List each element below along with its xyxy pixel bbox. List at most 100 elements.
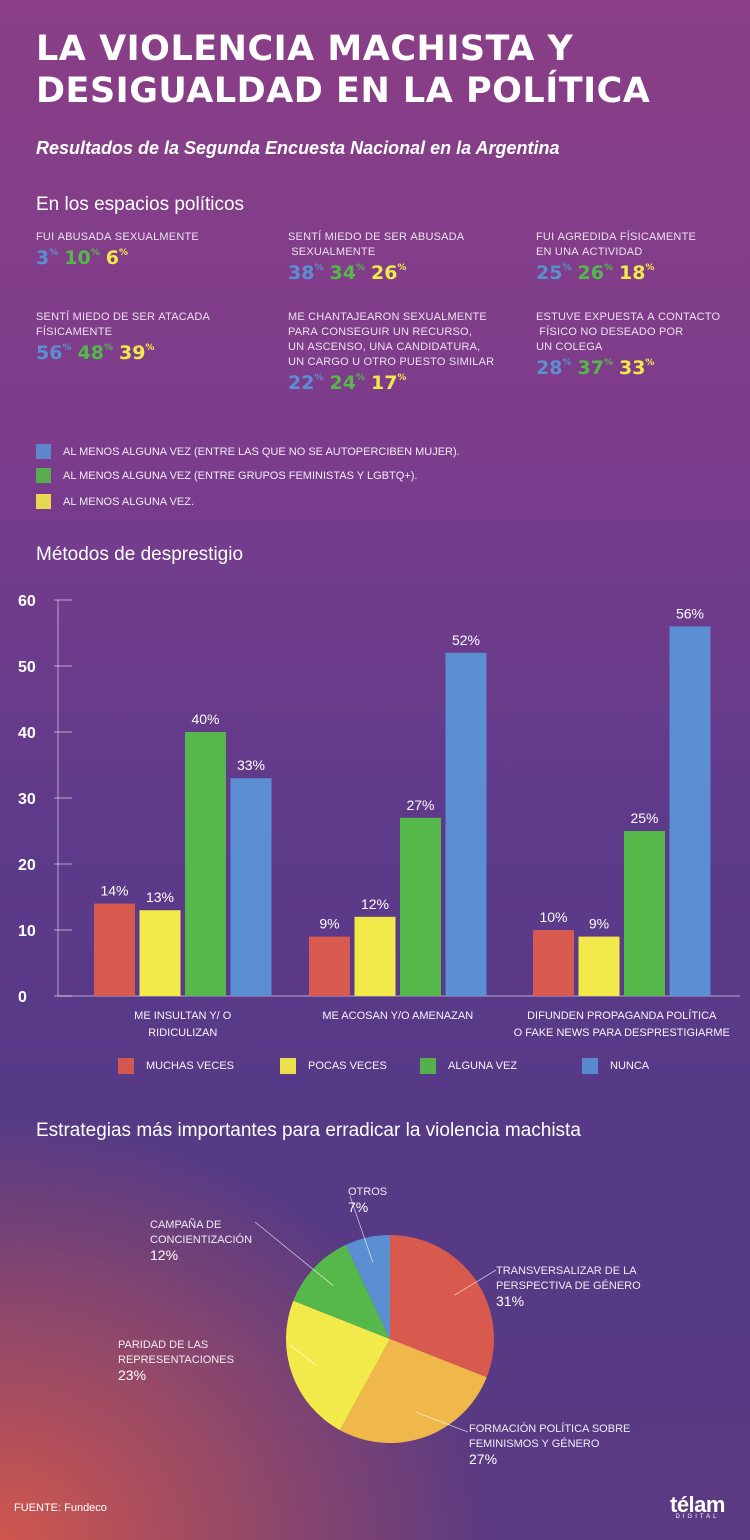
bar [230,778,272,996]
y-tick-label: 40 [18,725,36,742]
stat-block: ME CHANTAJEARON SEXUALMENTE PARA CONSEGUI… [288,310,494,394]
bar [624,831,665,996]
bar [669,626,711,996]
legend-swatch [118,1058,134,1074]
x-category-label: ME ACOSAN Y/O AMENAZAN [322,1010,473,1022]
stat-label: FUI ABUSADA SEXUALMENTE [36,231,199,243]
legend-label: ALGUNA VEZ [448,1060,518,1072]
pie-slice [345,1235,390,1339]
stat-value: 37% [577,357,613,379]
stat-block: FUI ABUSADA SEXUALMENTE 3% 10% 6% [36,230,199,269]
stat-value: 22% [288,372,324,394]
bar [533,930,574,996]
pie-leader-line [416,1412,469,1433]
bar-data-label: 52% [452,632,480,648]
x-category-label: ME INSULTAN Y/ O [134,1010,232,1022]
pie-slice-value: 12% [150,1247,178,1263]
bar-data-label: 13% [146,889,174,905]
y-tick-label: 60 [18,593,36,610]
stat-value: 6% [105,247,129,269]
stat-value: 17% [370,372,407,394]
stat-values: 56% 48% 39% [36,342,210,364]
pie-slice-value: 7% [348,1199,368,1215]
bar [185,732,226,996]
page-title: LA VIOLENCIA MACHISTA Y DESIGUALDAD EN L… [36,29,651,111]
pie-slice [293,1244,390,1339]
bar [309,936,350,996]
page-subtitle: Resultados de la Segunda Encuesta Nacion… [36,138,560,158]
bar-data-label: 40% [191,711,219,727]
stat-value: 18% [618,262,655,284]
stat-values: 28% 37% 33% [536,357,720,379]
x-category-label: RIDICULIZAN [148,1027,217,1039]
bar-data-label: 33% [237,757,265,773]
bar [354,916,396,996]
pie-slice [390,1235,494,1378]
pie-slice [286,1300,390,1431]
pie-leader-line [289,1344,317,1366]
legend-swatch [582,1058,598,1074]
stat-values: 3% 10% 6% [36,247,199,269]
bar-data-label: 10% [539,909,567,925]
y-tick-label: 10 [18,923,36,940]
blue-swatch [36,444,51,459]
stat-values: 22% 24% 17% [288,372,494,394]
stat-value: 28% [536,357,572,379]
pie-slice-value: 31% [496,1293,524,1309]
stat-value: 38% [288,262,324,284]
source-note: FUENTE: Fundeco [14,1502,107,1514]
stat-value: 24% [329,372,365,394]
bar [94,903,135,996]
y-tick-label: 20 [18,857,36,874]
green-swatch [36,468,51,483]
legend-swatch [420,1058,436,1074]
stat-value: 56% [36,342,72,364]
telam-logo: télam DIGITAL [670,1492,725,1520]
stat-label: ME CHANTAJEARON SEXUALMENTE PARA CONSEGUI… [288,311,495,368]
bar-data-label: 14% [100,883,128,899]
bar-data-label: 56% [676,605,704,621]
bar-legend-item: ALGUNA VEZ [420,1058,517,1074]
stat-value: 25% [536,262,572,284]
stat-value: 34% [329,262,365,284]
bar-data-label: 9% [589,916,609,932]
pie-slice-value: 23% [118,1367,146,1383]
bar [400,817,441,996]
stat-value: 10% [64,247,100,269]
bar-legend-item: POCAS VECES [280,1058,387,1074]
y-tick-label: 50 [18,659,36,676]
x-category-label: DIFUNDEN PROPAGANDA POLÍTICA [527,1009,717,1022]
stat-block: FUI AGREDIDA FÍSICAMENTE EN UNA ACTIVIDAD… [536,230,696,284]
pie-slice-label: OTROS [348,1186,387,1198]
section-title-espacios: En los espacios políticos [36,194,245,215]
x-category-label: O FAKE NEWS PARA DESPRESTIGIARME [514,1027,730,1039]
pie-slice-label: PERSPECTIVA DE GÉNERO [496,1279,641,1292]
legend-label: NUNCA [610,1060,650,1072]
stat-label: ESTUVE EXPUESTA A CONTACTO FÍSICO NO DES… [536,311,721,353]
stats-legend-item: AL MENOS ALGUNA VEZ (ENTRE LAS QUE NO SE… [36,444,460,459]
bar-data-label: 27% [406,797,434,813]
legend-label: MUCHAS VECES [146,1060,235,1072]
y-tick-label: 30 [18,791,36,808]
stat-value: 26% [370,262,407,284]
bar-data-label: 9% [319,916,339,932]
pie-slice-label: FEMINISMOS Y GÉNERO [469,1437,600,1450]
pie-leader-line [454,1269,497,1296]
pie-slice-label: CONCIENTIZACIÓN [150,1233,252,1246]
bar [139,910,181,996]
stat-label: SENTÍ MIEDO DE SER ATACADA FÍSICAMENTE [36,311,211,338]
pie-slice-value: 27% [469,1451,497,1467]
stat-values: 38% 34% 26% [288,262,464,284]
pie-leader-line [254,1221,334,1286]
pie-slice [339,1339,487,1444]
bar-legend-item: MUCHAS VECES [118,1058,234,1074]
stat-values: 25% 26% 18% [536,262,696,284]
bar-data-label: 12% [361,896,389,912]
pie-slice-label: PARIDAD DE LAS [118,1339,208,1351]
stat-block: ESTUVE EXPUESTA A CONTACTO FÍSICO NO DES… [536,310,720,379]
stat-block: SENTÍ MIEDO DE SER ABUSADA SEXUALMENTE 38… [288,230,464,284]
bar [445,652,487,996]
stat-value: 26% [577,262,613,284]
stats-legend-item: AL MENOS ALGUNA VEZ (ENTRE GRUPOS FEMINI… [36,468,417,483]
